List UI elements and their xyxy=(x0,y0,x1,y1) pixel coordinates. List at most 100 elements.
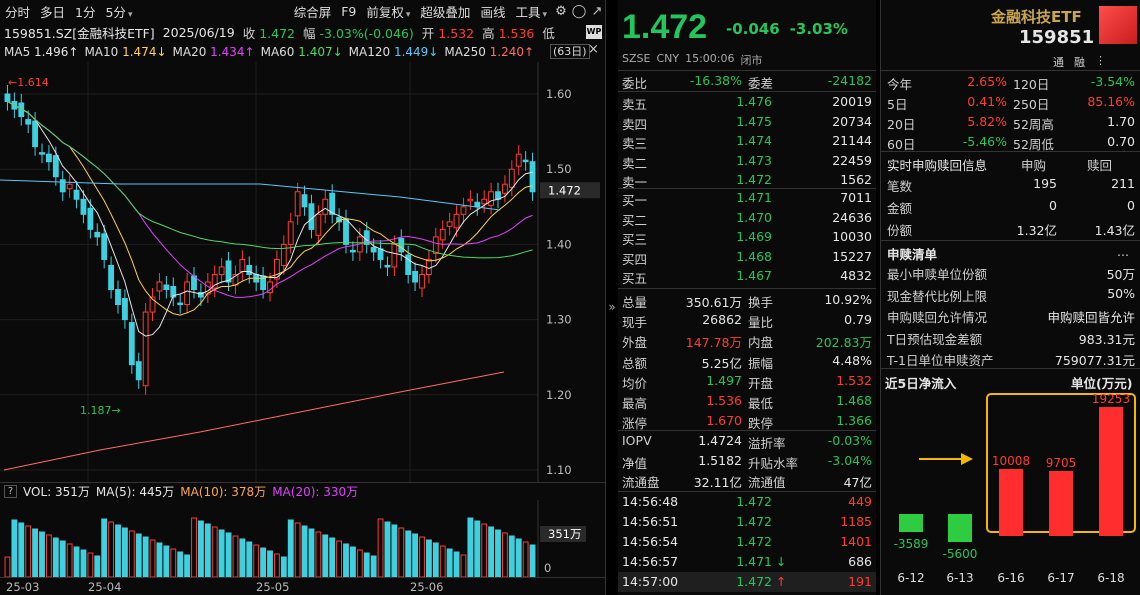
wp-icon[interactable]: WP xyxy=(586,25,602,39)
stat-label: 外盘 xyxy=(622,335,648,351)
market-info: SZSE CNY 15:00:06 闭市 xyxy=(622,52,763,67)
x-label: 25-04 xyxy=(88,580,122,594)
candle-body xyxy=(384,264,391,268)
circle-icon[interactable]: ◯ xyxy=(571,3,587,19)
volume-bar xyxy=(287,519,294,577)
volume-legend: ? VOL: 351万 MA(5): 445万 MA(10): 378万 MA(… xyxy=(0,482,606,500)
candle-body xyxy=(163,284,170,291)
draw-line-button[interactable]: 画线 xyxy=(480,4,506,20)
quote-row: IOPV 1.4724 溢折率 -0.03% xyxy=(618,432,876,451)
arrow-icon xyxy=(961,453,973,465)
quote-row: 买二 1.470 24636 xyxy=(618,209,876,228)
arrow-icon[interactable]: ↗ xyxy=(591,3,603,19)
stat-value: 47亿 xyxy=(843,475,872,490)
candle-body xyxy=(391,243,398,268)
volume-bar xyxy=(301,525,308,577)
volume-bar xyxy=(191,517,197,577)
sub-value: 195 xyxy=(1033,176,1057,191)
days-badge[interactable]: (63日) xyxy=(550,44,590,59)
tab-1min[interactable]: 1分 xyxy=(75,4,96,20)
candle-body xyxy=(4,93,11,103)
tab-intraday[interactable]: 分时 xyxy=(5,4,31,20)
quote-row: 买四 1.468 15227 xyxy=(618,248,876,267)
candle-body xyxy=(94,231,101,238)
flow-category: 6-12 xyxy=(897,571,924,585)
candle-body xyxy=(508,168,515,188)
volume-bar xyxy=(384,521,391,577)
price-change: -0.046 -3.03% xyxy=(726,20,848,38)
close-icon[interactable]: × xyxy=(588,42,599,57)
settings-icon[interactable]: ⚙ xyxy=(555,3,567,19)
quote-row: 涨停 1.670 跌停 1.366 xyxy=(618,412,876,431)
ask-label: 卖一 xyxy=(622,175,648,191)
quote-row: 外盘 147.78万 内盘 202.83万 xyxy=(618,331,876,350)
candle-body xyxy=(218,266,225,275)
stat-label: 振幅 xyxy=(748,355,774,371)
candle-body xyxy=(45,153,52,163)
low-annotation: 1.187→ xyxy=(80,404,121,417)
quote-row: 流通盘 32.11亿 流通值 47亿 xyxy=(618,471,876,490)
candle-body xyxy=(439,228,446,241)
quote-row: 委比 -16.38% 委差 -24182 xyxy=(618,72,876,91)
tab-5min[interactable]: 5分 xyxy=(100,2,137,21)
etf-info-panel: 金融科技ETF 159851 通 融 ⋮ -3589 6-12 -5600 6-13 1… xyxy=(880,0,1140,595)
composite-screen-button[interactable]: 综合屏 xyxy=(293,4,332,20)
candle-body xyxy=(73,189,80,200)
candle-body xyxy=(294,191,301,217)
ma-value: 1.474↓ xyxy=(122,45,167,59)
flow-value: 10008 xyxy=(992,454,1030,468)
volume-bar xyxy=(25,525,32,577)
volume-bar xyxy=(412,533,419,577)
quote-row: 14:57:00 1.472 ↑ 191 xyxy=(618,573,876,592)
help-icon[interactable]: ? xyxy=(4,485,17,498)
price-tick: 1.10 xyxy=(546,463,572,477)
volume-bar xyxy=(425,539,432,577)
volume-bar xyxy=(149,539,156,577)
candle-body xyxy=(377,248,384,260)
list-title: 申赎清单 xyxy=(887,247,938,262)
sub-title: 实时申购赎回信息 xyxy=(887,158,988,173)
bid-vol: 24636 xyxy=(832,209,872,225)
list-value: 申购赎回皆允许 xyxy=(1047,310,1135,325)
ma-value: 1.407↓ xyxy=(298,45,343,59)
info-row: 金额 0 0 xyxy=(881,196,1140,216)
volume-bar xyxy=(39,531,45,577)
bid-vol: 4832 xyxy=(840,268,872,284)
candle-body xyxy=(405,254,412,275)
flow-bar xyxy=(899,514,923,532)
candle-body xyxy=(481,198,488,205)
divider xyxy=(881,240,1140,241)
stat-label: 量比 xyxy=(748,315,774,331)
info-row: 今年 2.65% 120日 -3.54% xyxy=(881,72,1140,92)
info-row: T-1日单位申赎资产 759077.31元 xyxy=(881,348,1140,368)
info-row: 笔数 195 211 xyxy=(881,174,1140,194)
quote-row: 买五 1.467 4832 xyxy=(618,267,876,286)
quote-row: 卖三 1.474 21144 xyxy=(618,132,876,151)
quote-row: 14:56:57 1.471 ↓ 686 xyxy=(618,553,876,572)
tab-rong[interactable]: 融 xyxy=(1074,56,1085,69)
divider xyxy=(618,491,876,492)
volume-bar xyxy=(488,526,495,577)
list-value: 50万 xyxy=(1106,267,1135,282)
overlay-button[interactable]: 超级叠加 xyxy=(420,4,471,20)
perf-label: 250日 xyxy=(1013,97,1050,112)
more-icon[interactable]: ⋮ xyxy=(1095,54,1106,67)
adjust-button[interactable]: 前复权 xyxy=(361,2,415,21)
x-axis: 25-03 25-04 25-05 25-06 xyxy=(0,577,606,595)
stat-value: 1.670 xyxy=(706,413,742,429)
stat-label: 升贴水率 xyxy=(748,455,799,471)
tab-multiday[interactable]: 多日 xyxy=(40,4,66,20)
stat-value: 350.61万 xyxy=(685,295,742,310)
stat-value: 1.468 xyxy=(836,393,872,408)
price-tick: 1.60 xyxy=(546,87,572,101)
vol-tag-box xyxy=(540,526,586,542)
net-inflow-chart: -3589 6-12 -5600 6-13 10008 6-16 9705 6-17 19253… xyxy=(894,392,1136,585)
stat-label: 均价 xyxy=(622,375,648,391)
tools-button[interactable]: 工具 xyxy=(510,2,552,21)
tab-tong[interactable]: 通 xyxy=(1053,56,1064,69)
f9-button[interactable]: F9 xyxy=(341,3,357,19)
info-row: 申赎清单... xyxy=(881,242,1140,262)
vol-tag: 351万 xyxy=(548,527,581,541)
date-label: 2025/06/19 xyxy=(162,24,235,40)
collapse-arrow-icon[interactable]: » xyxy=(608,300,616,314)
